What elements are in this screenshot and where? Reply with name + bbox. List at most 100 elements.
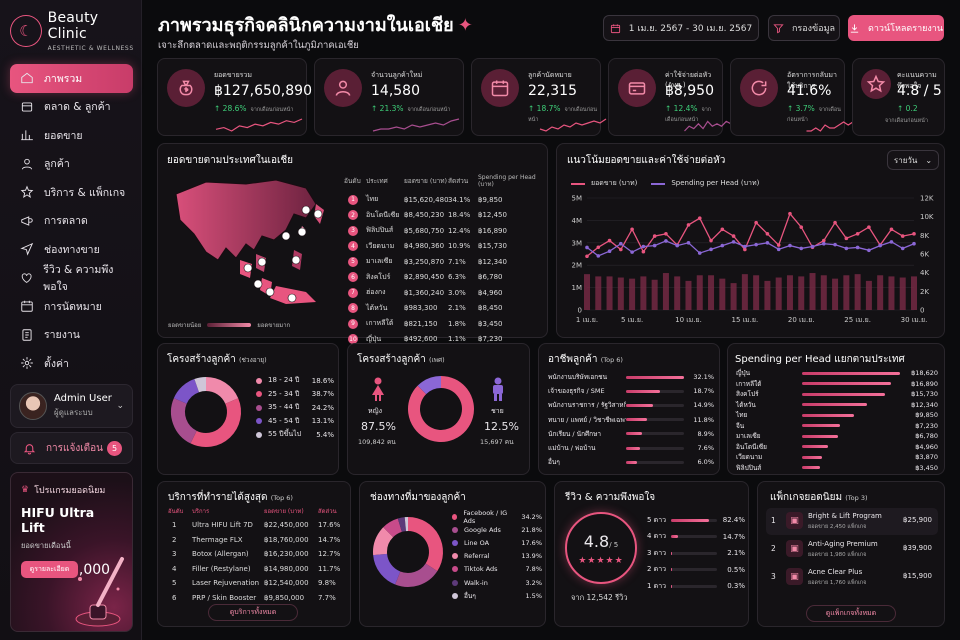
period-select[interactable]: รายวัน ⌄ <box>887 150 939 170</box>
sales-point[interactable] <box>652 234 657 238</box>
spending-point[interactable] <box>799 246 804 251</box>
table-row[interactable]: 1 Ultra HIFU Lift 7D ฿22,450,000 17.6% <box>168 518 348 533</box>
age-donut-chart[interactable] <box>166 372 246 452</box>
age-slice[interactable] <box>205 377 239 405</box>
table-row[interactable]: 2 อินโดนีเซีย ฿8,450,230 18.4% ฿12,450 <box>344 208 544 224</box>
spending-point[interactable] <box>912 241 916 246</box>
package-item[interactable]: 3 ▣ Acne Clear Plus ยอดขาย 1,760 แพ็กเกจ ฿15… <box>766 564 938 591</box>
table-row[interactable]: 9 เกาหลีใต้ ฿821,150 1.8% ฿3,450 <box>344 316 544 332</box>
bar-mark[interactable] <box>764 280 771 310</box>
bar-mark[interactable] <box>809 273 816 310</box>
sales-point[interactable] <box>855 232 860 236</box>
bar-mark[interactable] <box>843 275 850 310</box>
bar-mark[interactable] <box>753 275 760 310</box>
bar-mark[interactable] <box>730 283 737 310</box>
sales-point[interactable] <box>697 216 702 220</box>
all-services-button[interactable]: ดูบริการทั้งหมด <box>208 604 298 621</box>
bar-mark[interactable] <box>640 276 647 310</box>
bar-mark[interactable] <box>899 277 906 310</box>
bar-mark[interactable] <box>651 279 658 310</box>
sales-point[interactable] <box>619 247 623 252</box>
bar-mark[interactable] <box>888 276 895 310</box>
spending-point[interactable] <box>720 243 725 248</box>
sales-point[interactable] <box>664 232 668 236</box>
spending-point[interactable] <box>652 243 657 248</box>
package-item[interactable]: 2 ▣ Anti-Aging Premium ยอดขาย 1,980 แพ็กเกจ… <box>766 536 938 563</box>
sidebar-item-4[interactable]: บริการ & แพ็กเกจ <box>10 178 133 207</box>
spending-point[interactable] <box>641 244 646 249</box>
table-row[interactable]: 6 สิงคโปร์ ฿2,890,450 6.3% ฿6,780 <box>344 270 544 286</box>
sales-point[interactable] <box>720 227 725 232</box>
table-row[interactable]: 3 ฟิลิปปินส์ ฿5,680,750 12.4% ฿16,890 <box>344 223 544 239</box>
sales-point[interactable] <box>743 247 747 252</box>
download-report-button[interactable]: ดาวน์โหลดรายงาน <box>848 15 944 41</box>
sidebar-item-10[interactable]: ตั้งค่า <box>10 349 133 378</box>
sales-point[interactable] <box>867 225 871 229</box>
spending-point[interactable] <box>675 243 680 248</box>
spending-point[interactable] <box>697 251 702 255</box>
kpi-card[interactable]: คะแนนความพึงพอใจ 4.8 / 5 ↑ 0.2 จากเดือนก่อน… <box>852 58 945 136</box>
spending-point[interactable] <box>844 246 849 251</box>
spending-point[interactable] <box>731 240 736 244</box>
table-row[interactable]: 3 Botox (Allergan) ฿16,230,000 12.7% <box>168 547 348 562</box>
spending-point[interactable] <box>596 254 601 258</box>
table-row[interactable]: 2 Thermage FLX ฿18,760,000 14.7% <box>168 533 348 548</box>
sidebar-item-9[interactable]: รายงาน <box>10 321 133 350</box>
spending-point[interactable] <box>743 244 747 249</box>
bar-mark[interactable] <box>832 278 839 310</box>
bar-mark[interactable] <box>820 275 827 310</box>
spending-point[interactable] <box>878 243 882 248</box>
channels-donut-chart[interactable] <box>368 512 448 592</box>
sidebar-item-1[interactable]: ตลาด & ลูกค้า <box>10 93 133 122</box>
sales-point[interactable] <box>686 223 691 227</box>
table-row[interactable]: 10 ญี่ปุ่น ฿492,600 1.1% ฿7,230 <box>344 332 544 348</box>
spending-point[interactable] <box>810 244 815 249</box>
spending-point[interactable] <box>585 245 589 250</box>
age-slice[interactable] <box>173 378 200 405</box>
sales-point[interactable] <box>765 232 770 236</box>
sidebar-item-0[interactable]: ภาพรวม <box>10 64 133 93</box>
table-row[interactable]: 8 ไต้หวัน ฿983,300 2.1% ฿8,450 <box>344 301 544 317</box>
sales-point[interactable] <box>821 238 826 243</box>
table-row[interactable]: 5 มาเลเซีย ฿3,250,870 7.1% ฿12,340 <box>344 254 544 270</box>
sales-point[interactable] <box>731 234 736 238</box>
sales-point[interactable] <box>596 245 601 250</box>
bar-mark[interactable] <box>696 275 703 310</box>
spending-point[interactable] <box>855 245 860 250</box>
sales-point[interactable] <box>844 236 849 241</box>
promo-details-button[interactable]: ดูรายละเอียด <box>21 561 78 578</box>
spending-point[interactable] <box>833 242 837 247</box>
all-packages-button[interactable]: ดูแพ็กเกจทั้งหมด <box>806 605 896 622</box>
age-slice[interactable] <box>190 398 241 447</box>
table-row[interactable]: 1 ไทย ฿15,620,480 34.1% ฿9,850 <box>344 192 544 208</box>
bar-mark[interactable] <box>617 277 624 310</box>
kpi-card[interactable]: ยอดขายรวม ฿127,650,890 ↑ 28.6% จากเดือนก่อน… <box>157 58 312 136</box>
bar-mark[interactable] <box>911 276 917 310</box>
sales-point[interactable] <box>607 238 612 243</box>
bar-mark[interactable] <box>584 274 590 310</box>
spending-point[interactable] <box>686 241 691 245</box>
table-row[interactable]: 7 ฮ่องกง ฿1,360,240 3.0% ฿4,960 <box>344 285 544 301</box>
bar-mark[interactable] <box>595 276 602 310</box>
sales-point[interactable] <box>709 238 713 243</box>
asia-map[interactable] <box>166 174 336 314</box>
kpi-card[interactable]: ค่าใช้จ่ายต่อหัว (Avg.) ฿8,950 ↑ 12.4% จากเ… <box>608 58 736 136</box>
gender-slice[interactable] <box>408 376 474 442</box>
package-item[interactable]: 1 ▣ Bright & Lift Program ยอดขาย 2,450 แพ็ก… <box>766 508 938 535</box>
channel-slice[interactable] <box>383 518 403 538</box>
bar-mark[interactable] <box>865 280 872 310</box>
sidebar-item-6[interactable]: ช่องทางขาย <box>10 235 133 264</box>
spending-point[interactable] <box>788 243 792 248</box>
spending-point[interactable] <box>709 247 713 252</box>
gender-slice[interactable] <box>417 376 442 395</box>
kpi-card[interactable]: ลูกค้านัดหมาย 22,315 ↑ 18.7% จากเดือนก่อนหน… <box>471 58 607 136</box>
table-row[interactable]: 5 Laser Rejuvenation ฿12,540,000 9.8% <box>168 576 348 591</box>
user-menu[interactable]: Admin User ผู้ดูแลระบบ ⌄ <box>10 384 133 428</box>
channel-slice[interactable] <box>373 527 394 556</box>
filter-button[interactable]: กรองข้อมูล <box>768 15 840 41</box>
brand-logo[interactable]: ☾ Beauty Clinic AESTHETIC & WELLNESS <box>10 10 141 52</box>
spending-point[interactable] <box>754 242 758 247</box>
sidebar-item-8[interactable]: การนัดหมาย <box>10 292 133 321</box>
gender-donut-chart[interactable] <box>403 371 479 447</box>
kpi-card[interactable]: อัตราการกลับมาใช้บริการ 41.6% ↑ 3.7% จากเดื… <box>730 58 858 136</box>
